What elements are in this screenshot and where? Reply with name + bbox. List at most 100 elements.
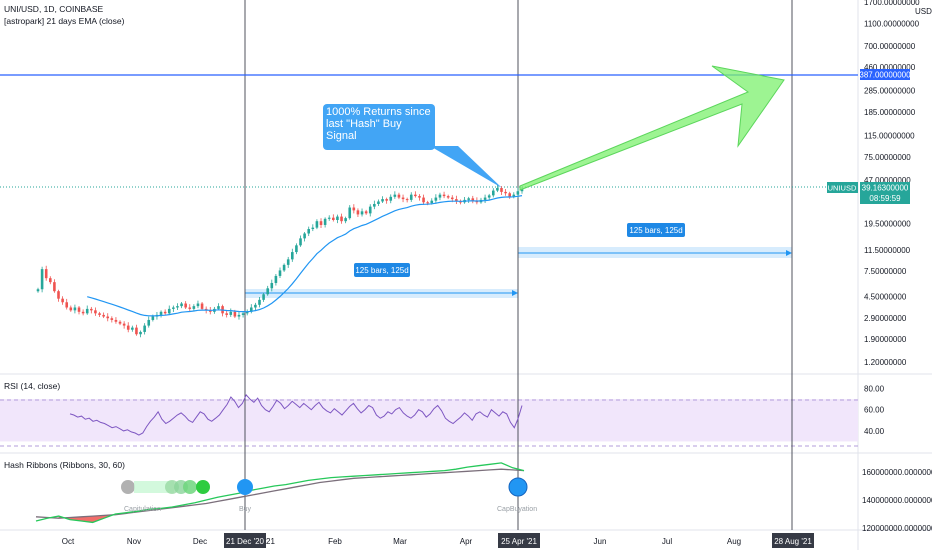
candle-body bbox=[270, 282, 274, 289]
candle-body bbox=[241, 313, 245, 315]
signal-dot-green-3 bbox=[183, 480, 197, 494]
time-marker-tag-2 bbox=[498, 533, 540, 548]
price-unit: USD bbox=[915, 7, 932, 16]
candle-body bbox=[422, 197, 425, 203]
time-marker-tag-3 bbox=[772, 533, 814, 548]
candle bbox=[69, 305, 73, 312]
candle-body bbox=[282, 264, 286, 271]
price-tick: 75.00000000 bbox=[864, 153, 911, 162]
candle bbox=[348, 205, 352, 220]
time-tick: Mar bbox=[393, 537, 407, 546]
candle-body bbox=[368, 206, 372, 214]
candle bbox=[307, 226, 311, 237]
ribbon-tick: 120000000.00000000 bbox=[862, 524, 932, 533]
candle-body bbox=[110, 318, 114, 320]
candle bbox=[401, 194, 405, 203]
candle-body bbox=[36, 289, 40, 292]
candle-body bbox=[106, 316, 110, 319]
candle bbox=[172, 305, 175, 312]
time-tick: Nov bbox=[127, 537, 141, 546]
candle-body bbox=[208, 310, 212, 312]
price-axis[interactable]: 1700.00000000 1100.00000000 700.00000000 46… bbox=[864, 0, 920, 367]
candle bbox=[319, 218, 323, 229]
projection-arrow-icon[interactable] bbox=[519, 65, 785, 191]
candle bbox=[122, 321, 126, 329]
candle bbox=[381, 196, 384, 203]
ribbon-tick: 140000000.00000000 bbox=[862, 496, 932, 505]
candle-body bbox=[512, 194, 516, 197]
candle bbox=[245, 309, 249, 316]
range-label-2: 125 bars, 125d bbox=[629, 226, 682, 235]
candle-body bbox=[414, 194, 417, 197]
symbol-tag bbox=[827, 182, 858, 193]
candle-body bbox=[135, 327, 138, 335]
candle bbox=[196, 300, 200, 309]
buy-label: Buy bbox=[239, 506, 252, 513]
candle-body bbox=[442, 194, 446, 197]
range-label-1: 125 bars, 125d bbox=[355, 266, 408, 275]
time-marker-label-3: 28 Aug '21 bbox=[774, 537, 812, 546]
candle-body bbox=[57, 291, 60, 299]
candle bbox=[135, 324, 138, 336]
candle bbox=[258, 296, 261, 308]
buy-signal-dot[interactable] bbox=[237, 479, 253, 495]
candle bbox=[237, 312, 241, 320]
ribbon-fast-line bbox=[35, 462, 525, 524]
time-tick: Oct bbox=[62, 537, 75, 546]
candle-body bbox=[233, 311, 237, 317]
candle-body bbox=[122, 323, 126, 326]
candle-body bbox=[319, 221, 323, 225]
time-tick: Apr bbox=[460, 537, 473, 546]
candle-body bbox=[102, 314, 105, 317]
candle-body bbox=[516, 191, 520, 195]
candle-body bbox=[332, 217, 335, 220]
plot-background bbox=[0, 0, 858, 530]
candle bbox=[278, 267, 282, 278]
time-axis[interactable]: Oct Nov Dec 2021 Feb Mar Apr Jun Jul Aug bbox=[62, 537, 741, 546]
target-price-tag bbox=[860, 69, 910, 80]
candle-body bbox=[258, 299, 261, 305]
signal-dot-gray-1 bbox=[121, 480, 135, 494]
ema-indicator-label[interactable]: [astropark] 21 days EMA (close) bbox=[4, 16, 125, 26]
candle-body bbox=[229, 311, 233, 315]
candle-body bbox=[295, 245, 298, 253]
rsi-title[interactable]: RSI (14, close) bbox=[4, 381, 60, 391]
candle-body bbox=[487, 195, 491, 198]
candle-body bbox=[184, 303, 187, 308]
candle bbox=[438, 192, 442, 201]
candle bbox=[385, 197, 388, 204]
callout-text-container: 1000% Returns since last "Hash" Buy Sign… bbox=[326, 106, 431, 142]
candle-body bbox=[426, 202, 429, 204]
candle-body bbox=[217, 306, 220, 309]
candle-body bbox=[303, 233, 306, 239]
time-tick: Feb bbox=[328, 537, 342, 546]
candle bbox=[184, 301, 187, 310]
symbol-title[interactable]: UNI/USD, 1D, COINBASE bbox=[4, 4, 104, 14]
price-tick: 700.00000000 bbox=[864, 42, 916, 51]
callout-pointer-icon bbox=[430, 146, 502, 188]
candle-body bbox=[455, 199, 458, 202]
candle bbox=[487, 193, 491, 201]
candle-body bbox=[299, 238, 302, 246]
candle-body bbox=[385, 199, 388, 201]
candle-body bbox=[508, 193, 511, 197]
signal-ribbon-trail bbox=[134, 481, 174, 493]
time-marker-label-2: 25 Apr '21 bbox=[501, 537, 537, 546]
candle-body bbox=[405, 199, 409, 201]
symbol-tag-label: UNIUSD bbox=[828, 184, 857, 193]
hash-ribbons-title[interactable]: Hash Ribbons (Ribbons, 30, 60) bbox=[4, 460, 125, 470]
time-tick: 2021 bbox=[257, 537, 275, 546]
candle-body bbox=[176, 306, 179, 308]
candle-body bbox=[98, 313, 101, 315]
callout-box[interactable] bbox=[323, 104, 435, 150]
candle-body bbox=[163, 311, 167, 314]
candle-body bbox=[311, 227, 315, 230]
candle bbox=[143, 323, 146, 335]
candle-body bbox=[65, 302, 69, 308]
candle bbox=[455, 195, 458, 205]
candle-body bbox=[167, 308, 171, 314]
buy-signal-dot-2[interactable] bbox=[508, 477, 528, 497]
candle bbox=[397, 192, 401, 200]
candle-body bbox=[262, 294, 265, 300]
